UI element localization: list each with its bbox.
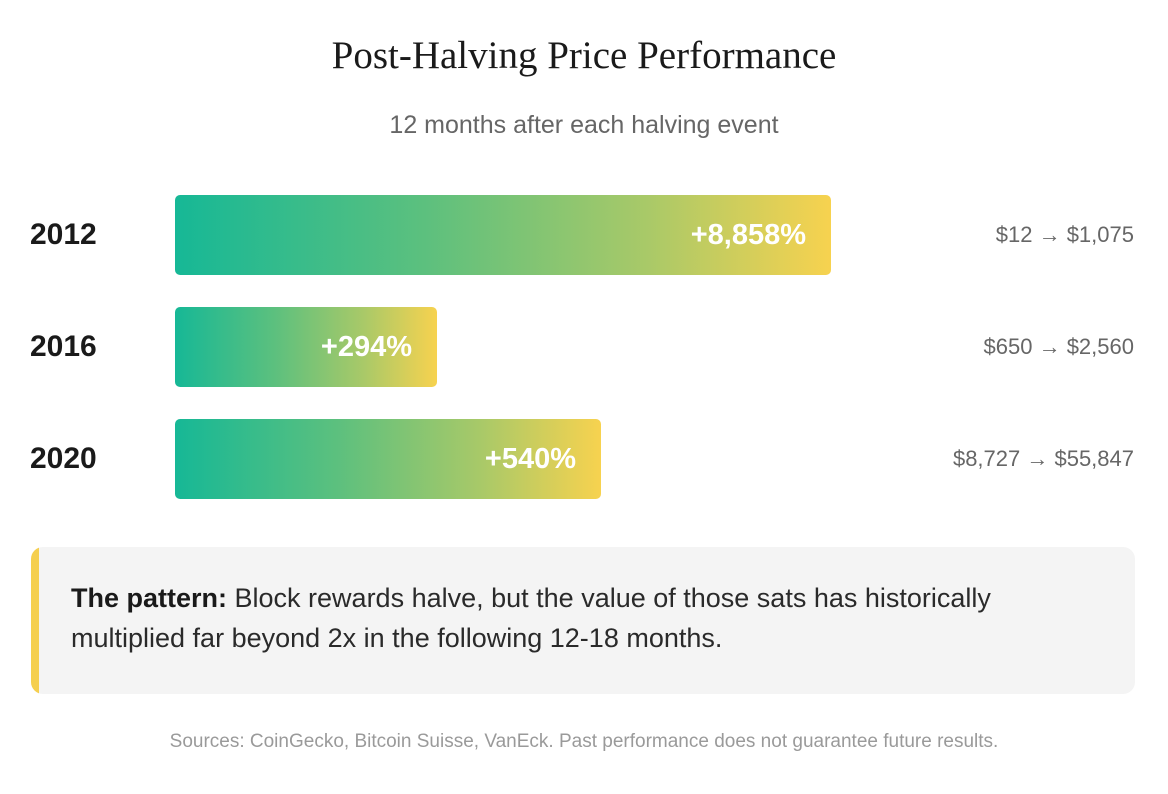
price-range: $650 → $2,560 bbox=[983, 334, 1134, 359]
bar-value-label: +294% bbox=[320, 331, 412, 363]
bar: +540% bbox=[175, 419, 601, 499]
bar-row-2016: 2016 +294% $650 → $2,560 bbox=[0, 307, 1168, 387]
callout-text: The pattern: Block rewards halve, but th… bbox=[71, 578, 1081, 658]
bar-row-2020: 2020 +540% $8,727 → $55,847 bbox=[0, 419, 1168, 499]
bar: +8,858% bbox=[175, 195, 831, 275]
year-label: 2012 bbox=[30, 218, 97, 251]
chart-title: Post-Halving Price Performance bbox=[331, 34, 837, 77]
sources-note: Sources: CoinGecko, Bitcoin Suisse, VanE… bbox=[169, 731, 999, 752]
bar-track: +8,858% bbox=[175, 195, 831, 275]
bar-track: +540% bbox=[175, 419, 831, 499]
bar-value-label: +540% bbox=[484, 443, 576, 475]
year-label: 2020 bbox=[30, 442, 97, 475]
callout-bold-label: The pattern: bbox=[71, 583, 228, 613]
bar-track: +294% bbox=[175, 307, 831, 387]
bar-value-label: +8,858% bbox=[690, 219, 806, 251]
callout-accent-bar bbox=[31, 547, 39, 694]
pattern-callout: The pattern: Block rewards halve, but th… bbox=[31, 547, 1135, 694]
chart-subtitle: 12 months after each halving event bbox=[389, 111, 779, 139]
price-range: $12 → $1,075 bbox=[995, 222, 1134, 247]
bar-row-2012: 2012 +8,858% $12 → $1,075 bbox=[0, 195, 1168, 275]
callout-body: Block rewards halve, but the value of th… bbox=[71, 583, 991, 653]
year-label: 2016 bbox=[30, 330, 97, 363]
bar-chart: 2012 +8,858% $12 → $1,075 2016 +294% $650 → $… bbox=[0, 195, 1168, 499]
bar: +294% bbox=[175, 307, 437, 387]
price-range: $8,727 → $55,847 bbox=[952, 446, 1134, 471]
